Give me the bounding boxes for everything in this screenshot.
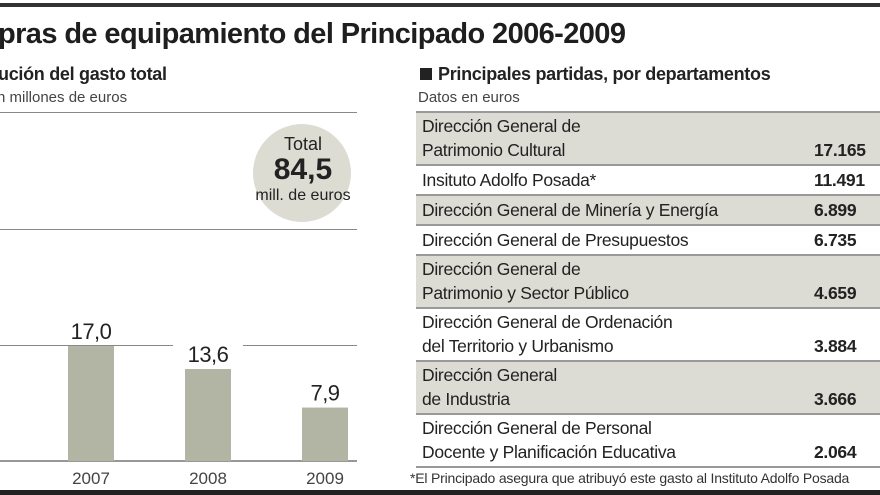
department-name: Dirección General de Ordenación del Terr… xyxy=(422,312,673,356)
table-row: Dirección General de Personal Docente y … xyxy=(416,415,880,468)
table-heading: Principales partidas, por departamentos xyxy=(420,64,771,85)
label-bg xyxy=(173,339,243,366)
bar-2009 xyxy=(302,407,348,461)
total-circle xyxy=(253,124,351,222)
chart-unit: n millones de euros xyxy=(0,89,128,106)
square-bullet-icon xyxy=(420,68,432,80)
table-heading-text: Principales partidas, por departamentos xyxy=(438,64,771,84)
label-bg xyxy=(56,316,126,343)
table-row: Dirección General de Patrimonio y Sector… xyxy=(416,256,880,309)
total-unit: mill. de euros xyxy=(255,187,351,204)
department-name: Dirección General de Minería y Energía xyxy=(422,200,718,220)
department-name: Dirección General de Industria xyxy=(422,365,557,409)
label-bg xyxy=(290,377,360,404)
bar-value-label: 13,6 xyxy=(188,342,229,367)
table-row: Dirección General de Presupuestos 6.735 xyxy=(416,226,880,256)
top-rule xyxy=(0,3,880,7)
amount: 11.491 xyxy=(814,170,865,190)
table-row: Dirección General de Ordenación del Terr… xyxy=(416,309,880,362)
chart-heading: ución del gasto total xyxy=(0,64,167,84)
footnote: *El Principado asegura que atribuyó este… xyxy=(410,470,850,486)
bar-chart: 17,0 2007 13,6 2008 7,9 2009 xyxy=(0,316,360,488)
amount: 2.064 xyxy=(814,442,857,462)
amount: 3.666 xyxy=(814,389,857,409)
amount: 6.735 xyxy=(814,230,857,250)
department-name: Dirección General de Presupuestos xyxy=(422,230,689,250)
bar-2008 xyxy=(185,369,231,461)
amount: 3.884 xyxy=(814,336,857,356)
total-label: Total xyxy=(283,134,323,154)
bar-2007 xyxy=(68,346,114,461)
table-row: Insituto Adolfo Posada* 11.491 xyxy=(416,166,880,196)
amount: 17.165 xyxy=(814,140,866,160)
table-unit: Datos en euros xyxy=(418,89,520,106)
page-title: pras de equipamiento del Principado 2006… xyxy=(0,18,626,50)
amount: 4.659 xyxy=(814,283,857,303)
gridline xyxy=(0,229,357,230)
department-name: Dirección General de Personal Docente y … xyxy=(422,418,676,462)
x-tick-label: 2007 xyxy=(72,469,110,488)
x-tick-label: 2008 xyxy=(189,469,227,488)
departments-table: Dirección General de Patrimonio Cultural… xyxy=(416,111,880,468)
total-value: 84,5 xyxy=(273,153,333,186)
table-row: Dirección General de Industria 3.666 xyxy=(416,362,880,415)
x-tick-label: 2009 xyxy=(306,469,344,488)
department-name: Insituto Adolfo Posada* xyxy=(422,170,597,190)
table-row: Dirección General de Minería y Energía 6.… xyxy=(416,196,880,226)
amount: 6.899 xyxy=(814,200,857,220)
bar-value-label: 7,9 xyxy=(310,381,339,406)
table-row: Dirección General de Patrimonio Cultural… xyxy=(416,113,880,166)
department-name: Dirección General de Patrimonio y Sector… xyxy=(422,259,629,303)
bottom-rule xyxy=(0,490,880,495)
gridline xyxy=(0,112,357,113)
bar-value-label: 17,0 xyxy=(71,319,112,344)
department-name: Dirección General de Patrimonio Cultural xyxy=(422,116,581,160)
